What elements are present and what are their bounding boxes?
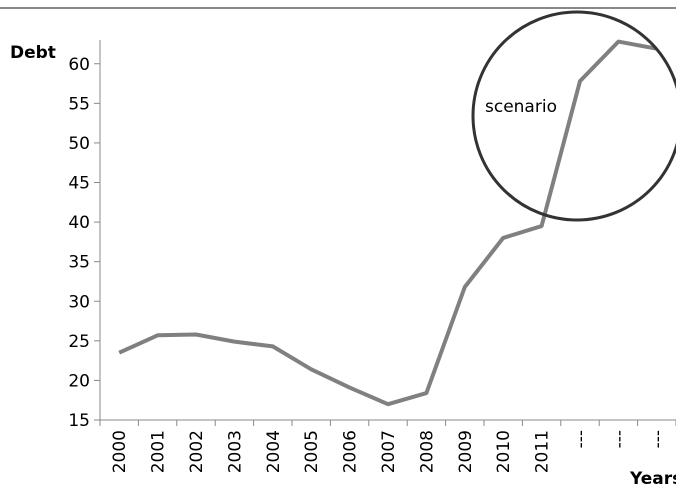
x-tick-label: --- — [571, 430, 591, 448]
y-tick-label: 20 — [68, 371, 90, 391]
y-tick-label: 55 — [68, 94, 90, 114]
y-tick-label: 25 — [68, 332, 90, 352]
x-tick-label: --- — [609, 430, 629, 448]
x-tick-label: 2005 — [302, 430, 322, 473]
x-tick-label: 2004 — [264, 430, 284, 473]
line-series — [118, 39, 658, 407]
y-tick-label: 50 — [68, 134, 90, 154]
annotation-circle — [471, 10, 676, 222]
x-tick-label: 2001 — [149, 430, 169, 473]
x-tick-label: 2007 — [379, 430, 399, 473]
x-tick-label: --- — [648, 430, 668, 448]
y-tick-label: 60 — [68, 55, 90, 75]
y-tick-label: 35 — [68, 253, 90, 273]
x-tick-label: 2003 — [225, 430, 245, 473]
y-tick-label: 30 — [68, 292, 90, 312]
x-tick-label: 2000 — [110, 430, 130, 473]
y-tick-label: 45 — [68, 174, 90, 194]
annotation: scenario — [485, 97, 557, 117]
x-tick-label: 2008 — [417, 430, 437, 473]
x-tick-label: 2006 — [341, 430, 361, 473]
y-tick-label: 15 — [68, 411, 90, 431]
y-axis-label: Debt — [10, 43, 56, 63]
x-tick-label: 2009 — [456, 430, 476, 473]
x-axis-label: Years — [629, 469, 676, 489]
y-tick-label: 40 — [68, 213, 90, 233]
x-tick-label: 2002 — [187, 430, 207, 473]
x-tick-label: 2010 — [494, 430, 514, 473]
x-tick-label: 2011 — [533, 430, 553, 473]
